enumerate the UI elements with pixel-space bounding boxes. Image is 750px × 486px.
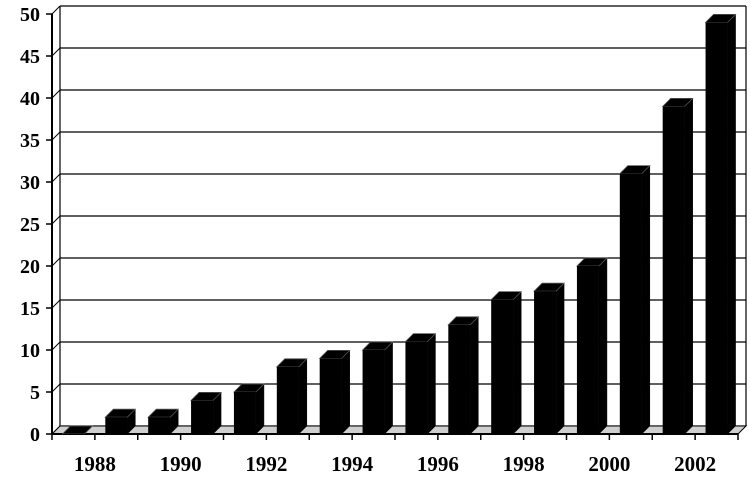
bar: [147, 408, 180, 435]
grid-diagonal: [51, 299, 61, 309]
x-tick-label: 1998: [503, 452, 545, 476]
x-tick-label: 1994: [331, 452, 374, 476]
y-tick-label: 20: [20, 256, 40, 278]
bar: [490, 290, 523, 435]
bar: [661, 97, 694, 435]
y-tick-label: 30: [20, 172, 40, 194]
bar: [275, 358, 308, 435]
grid-diagonal: [51, 173, 61, 183]
x-tick-labels: 1988 1990 1992 1994 1996 1998 2000 2002: [74, 452, 716, 476]
bars: [61, 13, 737, 435]
y-tick-label: 45: [20, 46, 40, 68]
x-tick-label: 1988: [74, 452, 116, 476]
x-tick-label: 2002: [674, 452, 716, 476]
y-tick-label: 15: [20, 298, 40, 320]
bar: [404, 332, 437, 435]
bar: [190, 391, 223, 435]
bar: [232, 383, 265, 435]
y-tick-label: 35: [20, 130, 40, 152]
y-tick-labels: 0 5 10 15 20 25 30 35 40 45 50: [20, 4, 40, 446]
bar: [61, 425, 94, 435]
y-tick-label: 50: [20, 4, 40, 26]
grid-diagonal: [51, 215, 61, 225]
grid-diagonal: [51, 257, 61, 267]
x-tick-label: 1996: [417, 452, 459, 476]
bar: [533, 282, 566, 435]
bar: [704, 13, 737, 435]
y-tick-label: 25: [20, 214, 40, 236]
bar: [618, 164, 651, 435]
y-tick-label: 10: [20, 340, 40, 362]
y-tick-label: 5: [30, 382, 40, 404]
grid-diagonal: [51, 47, 61, 57]
bar: [318, 349, 351, 435]
grid-diagonal: [51, 131, 61, 141]
grid-diagonal: [51, 383, 61, 393]
bar: [575, 257, 608, 435]
bar: [104, 408, 137, 435]
bar: [361, 341, 394, 435]
x-tick-label: 1990: [160, 452, 202, 476]
grid-diagonal: [51, 5, 61, 15]
grid-diagonal: [51, 341, 61, 351]
y-tick-label: 40: [20, 88, 40, 110]
x-tick-label: 1992: [245, 452, 287, 476]
y-tick-label: 0: [30, 424, 40, 446]
x-tick-label: 2000: [588, 452, 630, 476]
grid-diagonal: [51, 89, 61, 99]
bar: [447, 316, 480, 435]
